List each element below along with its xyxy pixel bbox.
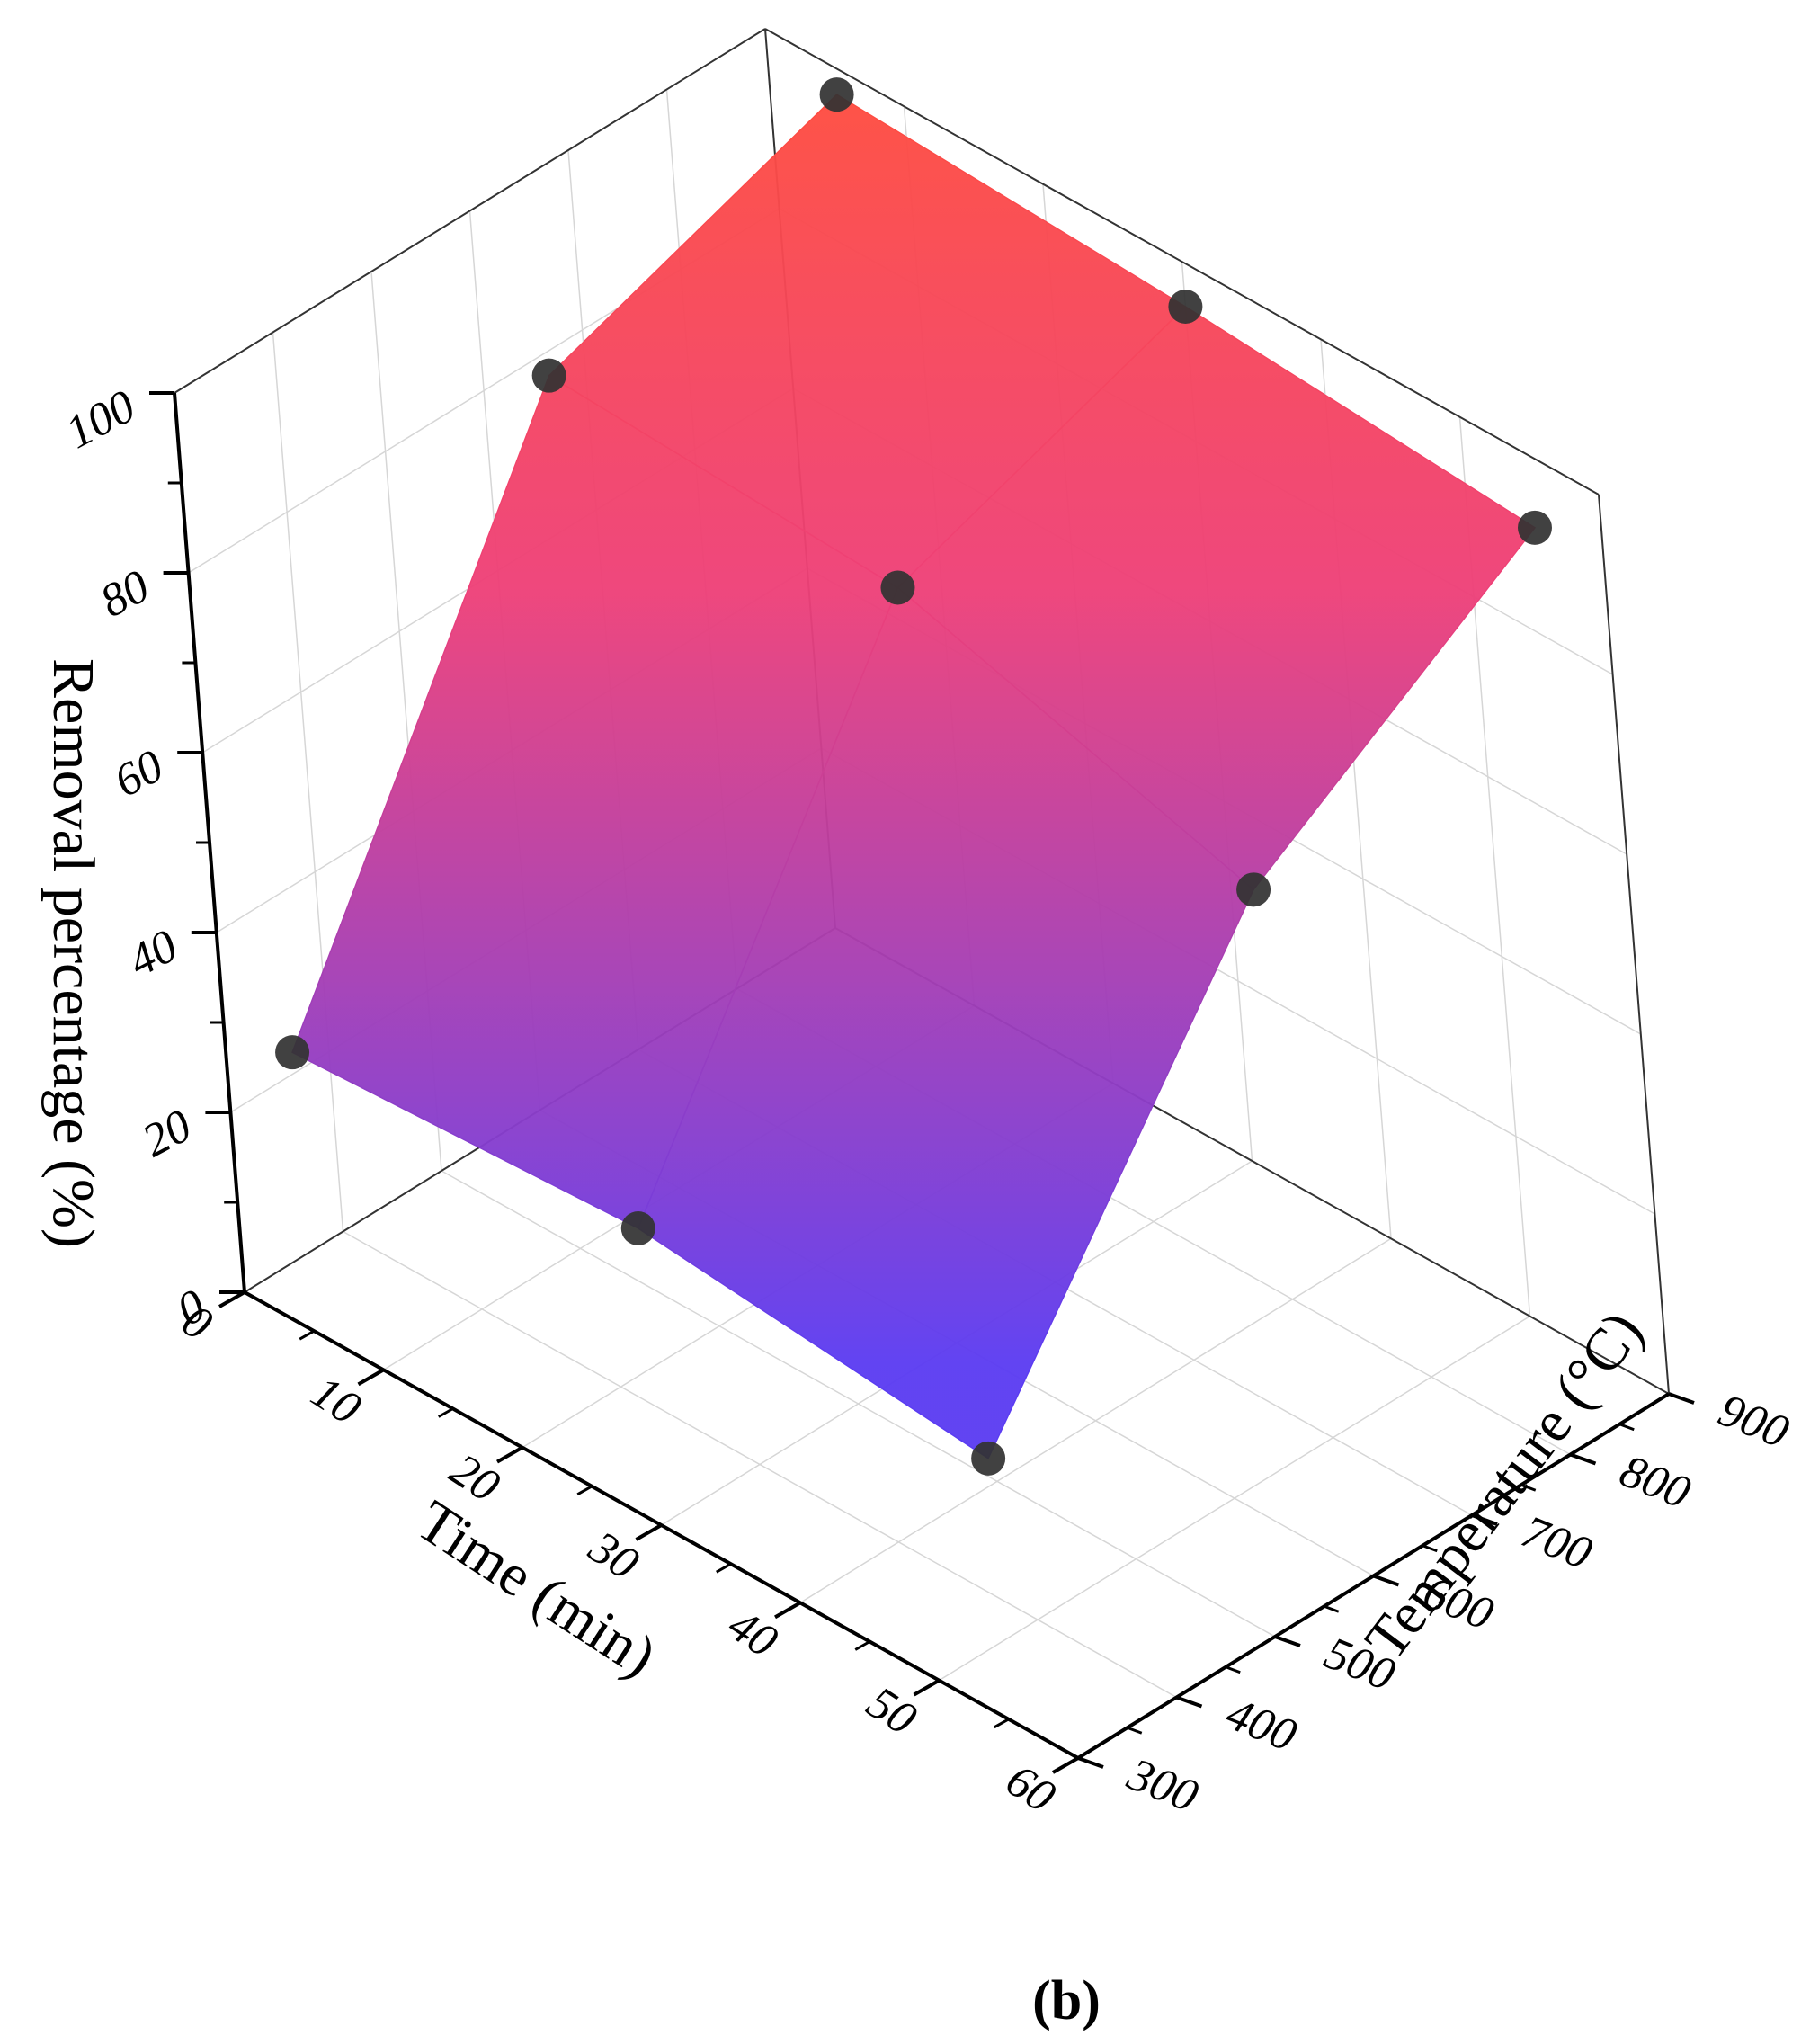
data-point [275, 1035, 310, 1070]
y-minor-tick [1324, 1604, 1340, 1613]
y-axis-title: Temperature (°C) [1352, 1299, 1655, 1672]
x-tick-label: 50 [858, 1677, 925, 1745]
surface [291, 94, 1537, 1459]
grid-line-floor [441, 1170, 1276, 1638]
x-axis-title: Time (min) [406, 1488, 667, 1691]
z-tick-label: 60 [106, 740, 172, 808]
x-tick-label: 30 [579, 1522, 646, 1591]
y-tick [1471, 1513, 1498, 1526]
x-tick [218, 1290, 245, 1308]
data-point [531, 358, 566, 393]
grid-line-floor [343, 1230, 1177, 1699]
frame-edge [174, 28, 766, 394]
y-tick [1175, 1695, 1203, 1709]
data-point [819, 77, 854, 112]
x-tick [913, 1678, 941, 1697]
z-tick-label: 20 [134, 1100, 200, 1167]
y-minor-tick [1422, 1544, 1438, 1553]
data-point [620, 1211, 655, 1245]
y-tick [1077, 1756, 1104, 1769]
y-tick-label: 800 [1613, 1445, 1698, 1519]
x-tick-label: 60 [997, 1754, 1065, 1823]
y-minor-tick [1127, 1726, 1143, 1735]
x-tick [1052, 1756, 1079, 1774]
x-minor-tick [299, 1329, 315, 1341]
y-tick [1372, 1574, 1400, 1587]
z-tick-label: 100 [58, 380, 144, 459]
z-axis-title: Removal percentage (%) [40, 658, 106, 1248]
data-point [1236, 872, 1271, 907]
grid-line-sidewall [272, 332, 344, 1232]
y-tick-label: 300 [1119, 1748, 1205, 1822]
y-tick-label: 900 [1711, 1385, 1796, 1459]
y-tick-label: 700 [1514, 1506, 1599, 1580]
data-point [880, 570, 915, 605]
y-tick [1668, 1392, 1695, 1405]
x-minor-tick [716, 1562, 732, 1574]
y-minor-tick [1225, 1665, 1241, 1674]
z-tick-label: 80 [93, 560, 158, 628]
y-tick [1274, 1635, 1301, 1647]
z-tick-label: 40 [120, 920, 186, 987]
y-minor-tick [1520, 1483, 1537, 1492]
y-tick [1569, 1452, 1597, 1466]
x-minor-tick [994, 1718, 1010, 1729]
y-tick-label: 400 [1219, 1688, 1304, 1762]
x-tick [357, 1368, 385, 1387]
data-point [1517, 510, 1552, 545]
data-point [971, 1441, 1006, 1476]
x-tick [774, 1601, 801, 1620]
x-tick [635, 1523, 663, 1541]
axes [149, 391, 1695, 1774]
x-minor-tick [576, 1485, 593, 1496]
y-minor-tick [1618, 1423, 1635, 1432]
data-point [1168, 290, 1203, 324]
x-tick [496, 1445, 523, 1464]
frame-edge [1598, 494, 1670, 1395]
frame-edge [764, 28, 1600, 495]
x-tick-label: 40 [719, 1599, 787, 1667]
x-minor-tick [438, 1407, 454, 1418]
x-tick-label: 10 [302, 1366, 370, 1434]
data-points [275, 77, 1552, 1476]
panel-label: (b) [1032, 1970, 1101, 2031]
x-minor-tick [854, 1640, 870, 1651]
